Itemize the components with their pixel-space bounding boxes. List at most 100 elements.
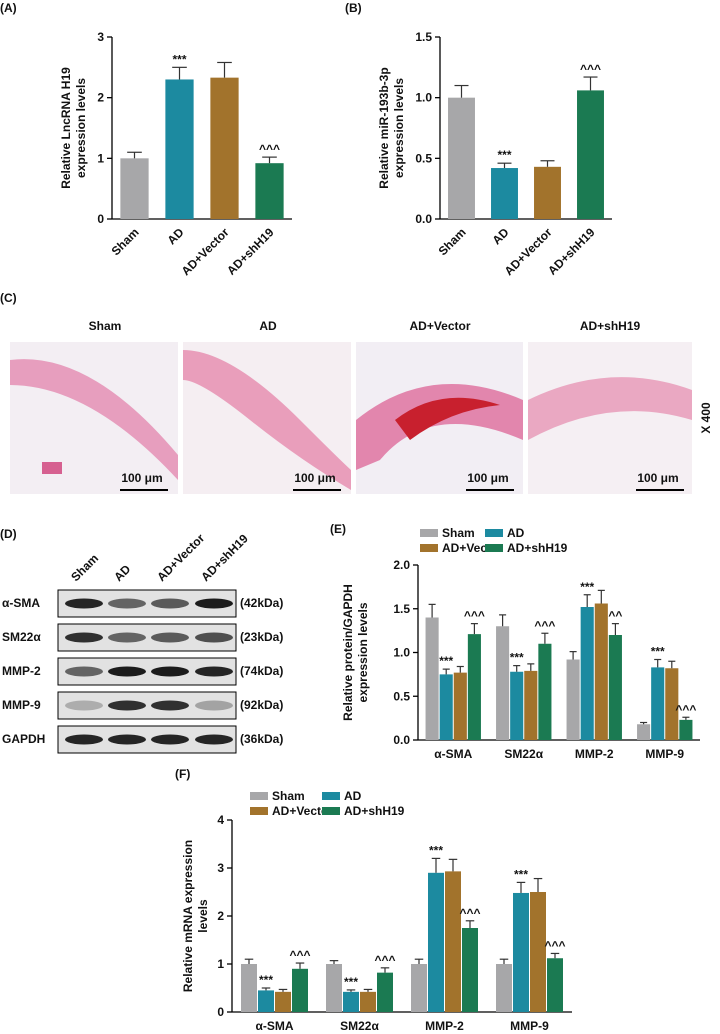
y-tick-label: 3 bbox=[217, 861, 224, 875]
scale-bar-label: 100 μm bbox=[637, 471, 678, 485]
significance: ^^^ bbox=[459, 906, 480, 920]
bar bbox=[566, 659, 580, 740]
scale-bar-label: 100 μm bbox=[121, 471, 162, 485]
band bbox=[151, 598, 189, 609]
panel-label: (E) bbox=[330, 522, 346, 536]
x-tick-label: MMP-2 bbox=[575, 747, 614, 761]
y-tick-label: 4 bbox=[217, 813, 224, 827]
bar bbox=[241, 964, 257, 1012]
bar bbox=[524, 670, 538, 740]
significance: *** bbox=[497, 148, 511, 162]
bar bbox=[608, 635, 622, 740]
legend-label: AD+shH19 bbox=[507, 541, 568, 555]
bar bbox=[165, 79, 194, 219]
bar bbox=[448, 97, 475, 219]
significance: ^^^ bbox=[374, 953, 395, 967]
x-tick-label: AD+shH19 bbox=[545, 225, 598, 278]
micrograph-title: AD bbox=[259, 319, 277, 333]
bar bbox=[467, 634, 481, 740]
protein-label: MMP-2 bbox=[2, 664, 41, 678]
legend-label: AD bbox=[344, 789, 362, 803]
protein-label: GAPDH bbox=[2, 732, 45, 746]
protein-label: SM22α bbox=[2, 630, 41, 644]
y-tick-label: 0.5 bbox=[393, 689, 410, 703]
magnification: X 400 bbox=[699, 402, 713, 434]
x-tick-label: Sham bbox=[109, 225, 142, 258]
band bbox=[195, 666, 233, 677]
legend-label: AD+shH19 bbox=[344, 804, 405, 818]
y-tick-label: 3 bbox=[97, 30, 104, 44]
panel-label: (C) bbox=[0, 291, 17, 305]
y-tick-label: 1.5 bbox=[415, 30, 432, 44]
significance: ^^^ bbox=[534, 618, 555, 632]
y-tick-label: 0.0 bbox=[393, 733, 410, 747]
bar bbox=[377, 972, 393, 1012]
panel-label: (B) bbox=[345, 1, 362, 15]
y-axis-label: Relative mRNA expression bbox=[181, 840, 195, 992]
significance: *** bbox=[344, 975, 358, 989]
y-axis-label: expression levels bbox=[392, 78, 406, 178]
band bbox=[151, 632, 189, 643]
band bbox=[108, 700, 146, 711]
legend-swatch bbox=[485, 529, 503, 537]
y-axis-label: Relative LncRNA H19 bbox=[59, 67, 73, 189]
x-tick-label: SM22α bbox=[340, 1019, 379, 1033]
panel-label: (F) bbox=[175, 767, 190, 781]
y-tick-label: 1 bbox=[97, 151, 104, 165]
x-tick-label: AD+Vector bbox=[179, 225, 232, 278]
significance: ^^^ bbox=[289, 948, 310, 962]
y-tick-label: 0 bbox=[217, 1005, 224, 1019]
band bbox=[195, 632, 233, 643]
bar bbox=[538, 643, 552, 740]
bar bbox=[530, 892, 546, 1012]
protein-label: MMP-9 bbox=[2, 698, 41, 712]
bar bbox=[665, 668, 679, 740]
kda-label: (23kDa) bbox=[240, 630, 283, 644]
significance: *** bbox=[510, 651, 524, 665]
y-tick-label: 2.0 bbox=[393, 558, 410, 572]
significance: ^^^ bbox=[580, 62, 601, 76]
significance: ^^^ bbox=[464, 609, 485, 623]
band bbox=[65, 700, 103, 711]
lane-label: AD bbox=[111, 562, 133, 584]
band bbox=[151, 666, 189, 677]
x-tick-label: SM22α bbox=[504, 747, 543, 761]
y-axis-label: Relative miR-193b-3p bbox=[377, 67, 391, 188]
y-tick-label: 0.5 bbox=[415, 151, 432, 165]
significance: *** bbox=[429, 843, 443, 857]
lane-label: Sham bbox=[68, 551, 101, 584]
band bbox=[151, 700, 189, 711]
x-tick-label: AD bbox=[489, 225, 511, 247]
y-tick-label: 2 bbox=[217, 909, 224, 923]
kda-label: (92kDa) bbox=[240, 698, 283, 712]
bar bbox=[343, 991, 359, 1012]
significance: ^^^ bbox=[675, 702, 696, 716]
x-tick-label: AD bbox=[164, 225, 186, 247]
bar bbox=[120, 158, 149, 219]
blot-row bbox=[57, 691, 237, 720]
y-tick-label: 1.5 bbox=[393, 602, 410, 616]
significance: *** bbox=[259, 973, 273, 987]
y-tick-label: 2 bbox=[97, 91, 104, 105]
x-tick-label: Sham bbox=[436, 225, 469, 258]
bar bbox=[679, 719, 693, 740]
tissue bbox=[10, 359, 178, 480]
legend-swatch bbox=[485, 544, 503, 552]
band bbox=[65, 632, 103, 643]
histology-panel bbox=[10, 342, 692, 494]
x-tick-label: MMP-9 bbox=[510, 1019, 549, 1033]
y-axis-label: expression levels bbox=[356, 602, 370, 702]
y-tick-label: 1 bbox=[217, 957, 224, 971]
legend-label: AD bbox=[507, 526, 525, 540]
bar bbox=[513, 892, 529, 1012]
bar bbox=[510, 671, 524, 740]
significance: ^^^ bbox=[259, 142, 280, 156]
bar bbox=[445, 871, 461, 1012]
band bbox=[108, 632, 146, 643]
bar bbox=[462, 928, 478, 1012]
bar bbox=[428, 872, 444, 1012]
micrograph-title: AD+Vector bbox=[409, 319, 470, 333]
significance: *** bbox=[514, 867, 528, 881]
legend-swatch bbox=[420, 529, 438, 537]
